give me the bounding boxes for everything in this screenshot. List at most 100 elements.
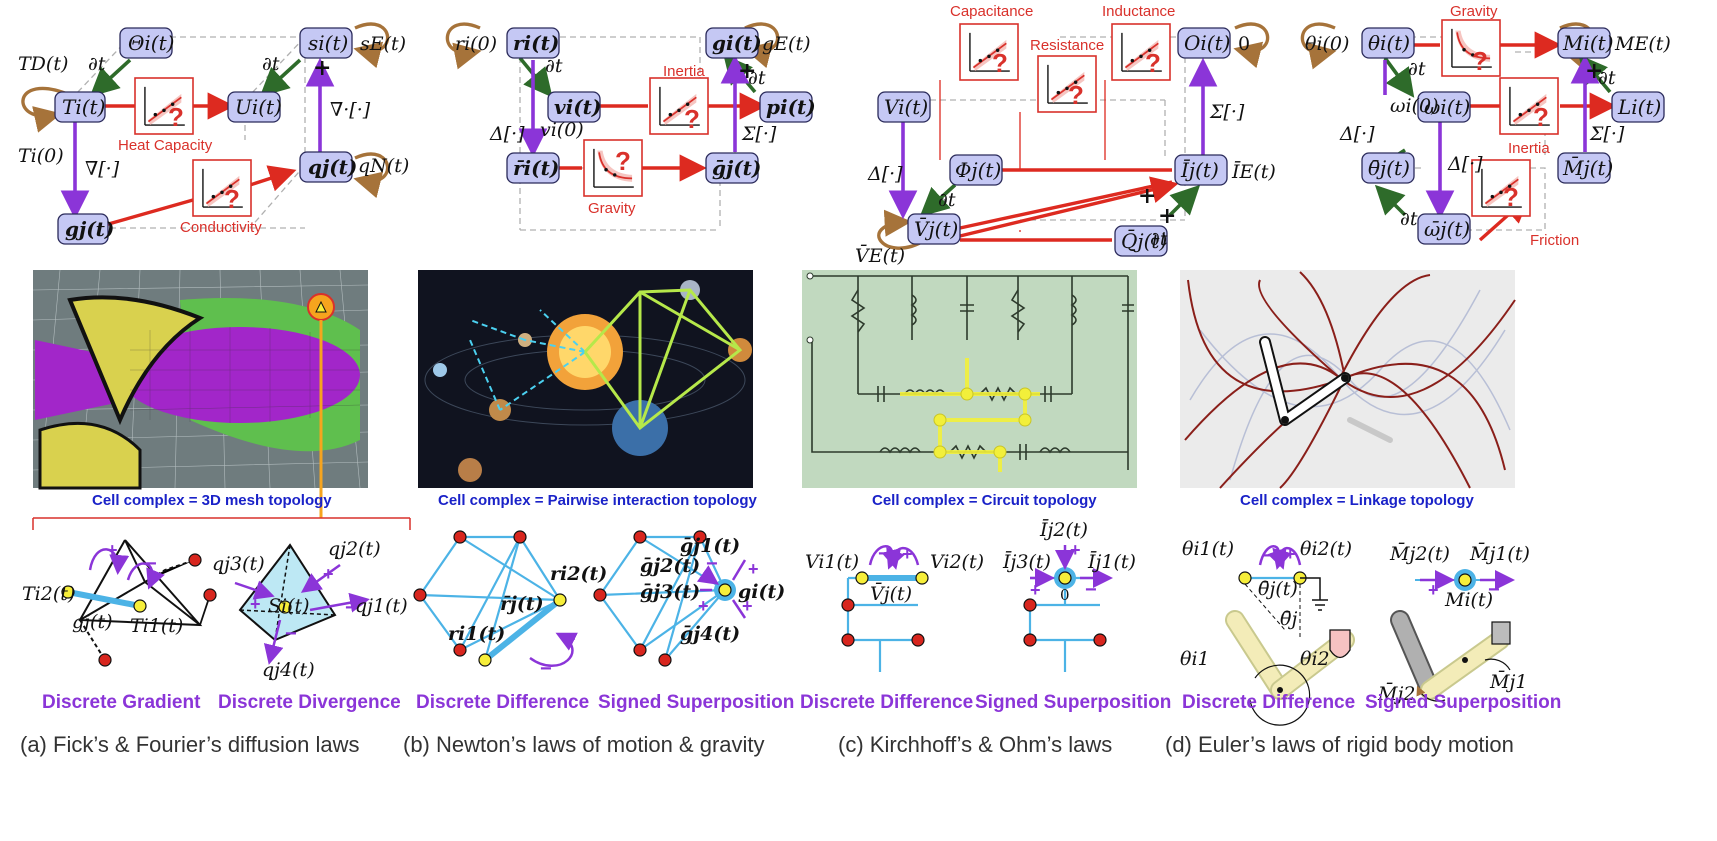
ij2-label: Īj2(t) — [1039, 518, 1088, 541]
loop-arrow — [1300, 22, 1337, 70]
sum-label: Σ[·] — [1209, 101, 1245, 123]
cell-caption-a: Cell complex = 3D mesh topology — [92, 492, 332, 509]
question-mark-icon: ? — [1068, 80, 1084, 110]
node-q-label: qj(t) — [308, 155, 357, 179]
time-derivative-arrow — [919, 183, 957, 217]
ie-label: ĪE(t) — [1231, 160, 1276, 183]
sum-label: Σ[·] — [741, 123, 777, 145]
svg-text:−: − — [345, 597, 357, 619]
mj1b-label: M̄j1 — [1489, 670, 1527, 693]
svg-text:+: + — [565, 629, 576, 649]
omega0-label: ωi(0) — [1390, 95, 1438, 117]
node-g-label: gi(t) — [712, 31, 762, 55]
linkage-difference: − + θi1(t) θi2(t) θ̄j(t) θ̄j θi1 θi2 — [1180, 538, 1355, 726]
svg-text:+: + — [748, 559, 759, 579]
svg-text:−: − — [706, 553, 718, 575]
node-mbar — [1557, 152, 1611, 184]
node-l-label: Li(t) — [1617, 95, 1661, 119]
node-rbar — [506, 152, 560, 184]
node-theta-label: θi(t) — [1368, 31, 1410, 55]
vi2-label: Vi2(t) — [930, 551, 984, 573]
dt-label: ∂t — [1408, 58, 1426, 80]
node-r-label: ri(t) — [513, 31, 559, 55]
node-s-label: si(t) — [308, 31, 348, 55]
question-mark-icon: ? — [1533, 102, 1549, 132]
node-omega — [1417, 91, 1471, 123]
superposition-graph: + + + − ḡj1(t) ḡj2(t) ḡj3(t) gi(t) ḡj4(t… — [593, 530, 785, 667]
mj2b-label: M̄j2 — [1377, 682, 1415, 705]
qj1-label: qj1(t) — [355, 595, 408, 617]
zero-label: 0 — [1238, 33, 1250, 55]
thi2b-label: θi2 — [1300, 648, 1330, 670]
svg-text:+: + — [1428, 580, 1439, 600]
question-mark-icon: ? — [1503, 182, 1519, 212]
node-o — [1177, 27, 1231, 59]
thi1b-label: θi1 — [1180, 648, 1210, 670]
linkage-image — [1180, 270, 1516, 489]
svg-text:+: + — [698, 596, 709, 616]
mj1-label: M̄j1(t) — [1469, 542, 1530, 565]
qj3-label: qj3(t) — [212, 553, 265, 575]
node-g — [57, 213, 109, 245]
panel-a-graph: + Θi(t) si(t) Ti(t) Ui(t) qj(t) gj(t) ? … — [18, 22, 409, 245]
t0-label: Ti(0) — [18, 145, 64, 167]
node-thetabar-label: θ̄j(t) — [1368, 156, 1410, 180]
node-m-label: Mi(t) — [1562, 31, 1614, 55]
thi2-label: θi2(t) — [1300, 538, 1352, 560]
ve-label: V̄E(t) — [855, 244, 905, 267]
node-g-label: gj(t) — [65, 217, 114, 241]
law-label-conductivity: Conductivity — [180, 219, 262, 236]
space-image — [418, 270, 753, 488]
lap-label: Δ[·] — [489, 123, 525, 145]
qj2-label: qj2(t) — [328, 538, 381, 560]
op-signed-superposition-b: Signed Superposition — [598, 692, 794, 713]
svg-text:+: + — [1285, 544, 1296, 564]
question-mark-icon: ? — [684, 104, 700, 134]
caption-d: (d) Euler’s laws of rigid body motion — [1165, 732, 1514, 757]
law-label-friction: Friction — [1530, 232, 1579, 249]
circuit-difference: − + Vi1(t) Vi2(t) V̄j(t) — [805, 543, 984, 672]
svg-text:+: + — [250, 594, 261, 614]
law-arrow — [959, 170, 1172, 242]
circuit-image — [802, 270, 1137, 488]
se-label: sE(t) — [360, 33, 406, 55]
svg-text:+: + — [323, 564, 334, 584]
svg-text:+: + — [107, 540, 118, 560]
si-label: Si(t) — [268, 595, 310, 617]
node-vbar — [907, 213, 961, 245]
node-q-label: Q̄j(t) — [1121, 228, 1167, 253]
rbarj-label: r̄j(t) — [500, 593, 544, 615]
ij3-label: Īj3(t) — [1002, 550, 1051, 573]
svg-text:+: + — [902, 544, 913, 564]
law-label-gravity: Gravity — [1450, 3, 1498, 20]
panel-c-graph: + + Oi(t) Vi(t) Φj(t) Īj(t) V̄j(t) Q̄j(t… — [855, 3, 1276, 267]
time-derivative-arrow — [89, 58, 132, 97]
thi1-label: θi1(t) — [1182, 538, 1234, 560]
node-theta — [119, 27, 173, 59]
law-label-inertia: Inertia — [1508, 140, 1550, 157]
r0-label: ri(0) — [455, 33, 497, 55]
node-omegabar-label: ω̄j(t) — [1424, 217, 1470, 241]
op-discrete-difference-d: Discrete Difference — [1182, 692, 1355, 713]
qn-label: qN(t) — [358, 155, 409, 177]
svg-text:−: − — [1488, 579, 1500, 601]
node-i-label: Īj(t) — [1180, 158, 1219, 182]
thbarj2-label: θ̄j — [1280, 608, 1297, 630]
panel-b-graph: + ri(t) gi(t) vi(t) pi(t) r̄i(t) ḡj(t) ?… — [445, 22, 816, 231]
loop-arrow — [353, 22, 390, 69]
dt-label: ∂t — [1598, 67, 1616, 89]
lap-label: Δ[·] — [1447, 153, 1483, 175]
node-q — [1114, 225, 1168, 257]
cell-caption-d: Cell complex = Linkage topology — [1240, 492, 1474, 509]
plus-sign: + — [1158, 203, 1176, 229]
node-gbar-label: ḡj(t) — [712, 156, 761, 180]
law-label-inductance: Inductance — [1102, 3, 1175, 20]
node-i — [1174, 154, 1228, 186]
op-discrete-difference-c: Discrete Difference — [800, 692, 973, 713]
op-signed-superposition-c: Signed Superposition — [975, 692, 1171, 713]
gi-label: gi(t) — [738, 581, 785, 603]
node-rbar-label: r̄i(t) — [513, 156, 559, 180]
lap-label: Δ[·] — [867, 163, 903, 185]
node-q — [299, 151, 353, 183]
dt-label: ∂t — [262, 53, 280, 75]
